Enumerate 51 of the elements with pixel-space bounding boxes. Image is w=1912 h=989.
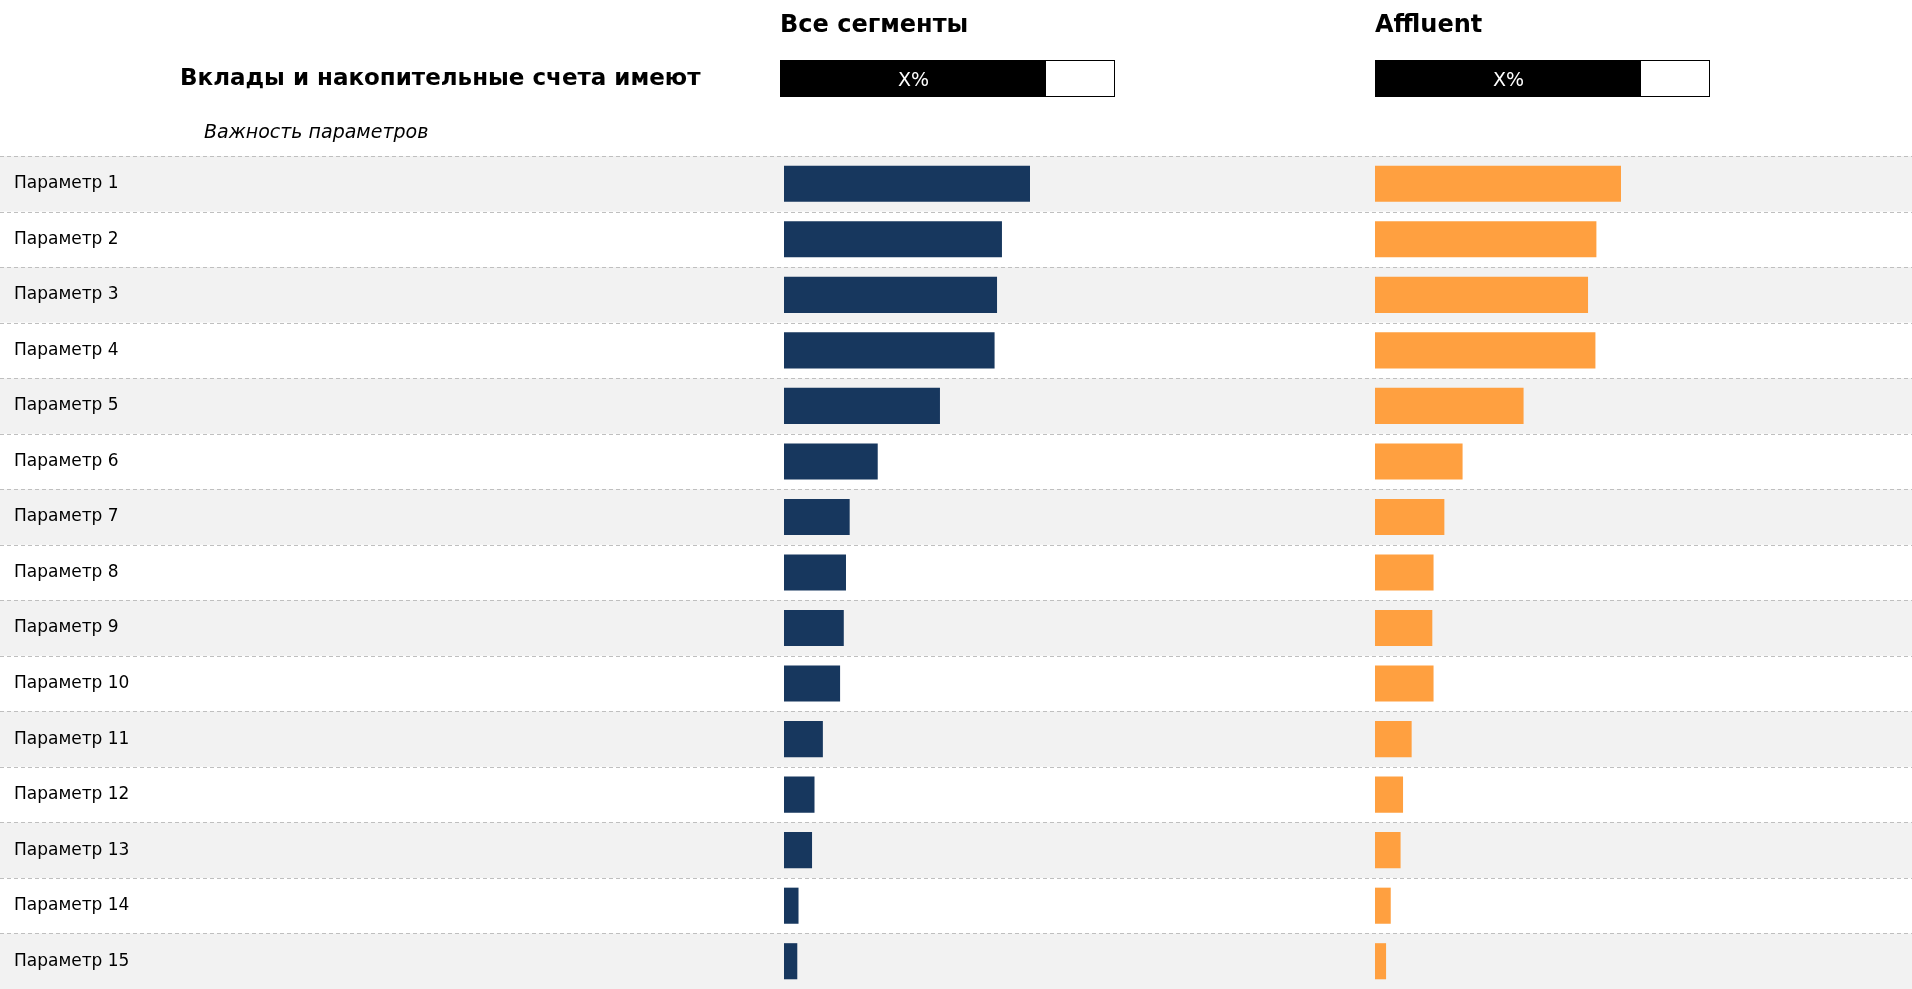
bar <box>784 887 799 924</box>
chart-title: Все сегменты <box>780 10 969 38</box>
y-tick-label: Параметр 2 <box>14 227 119 248</box>
chart-title: Affluent <box>1375 10 1483 38</box>
bar <box>784 276 998 313</box>
bar <box>1375 832 1401 869</box>
text: Вклады и накопительные счета имеют <box>180 64 701 90</box>
y-tick-label: Параметр 3 <box>14 283 119 304</box>
bar <box>784 832 813 869</box>
bar <box>784 665 841 702</box>
bar <box>1375 387 1524 424</box>
bar <box>784 721 823 758</box>
y-tick-label: Параметр 13 <box>14 838 130 859</box>
bar <box>1375 887 1391 924</box>
y-tick-label: Параметр 6 <box>14 449 119 470</box>
bar <box>784 387 940 424</box>
y-tick-label: Параметр 10 <box>14 671 130 692</box>
bar <box>784 609 844 647</box>
y-tick-label: Параметр 15 <box>14 949 130 970</box>
progress-meter: X% <box>780 60 1115 97</box>
bar <box>784 221 1002 258</box>
y-tick-label: Параметр 8 <box>14 560 119 581</box>
bar <box>1375 665 1434 702</box>
y-tick-label: Параметр 1 <box>14 172 119 193</box>
bar <box>1375 165 1621 202</box>
bar <box>784 443 878 480</box>
bar <box>784 776 815 813</box>
text: Важность параметров <box>204 120 429 142</box>
bar <box>1375 276 1589 313</box>
progress-meter: X% <box>1375 60 1710 97</box>
y-tick-label: Параметр 9 <box>14 616 119 637</box>
y-tick-label: Параметр 11 <box>14 727 130 748</box>
bar <box>784 332 995 369</box>
y-tick-label: Параметр 14 <box>14 894 130 915</box>
bar <box>1375 332 1596 369</box>
y-tick-label: Параметр 12 <box>14 783 130 804</box>
bar <box>1375 776 1404 813</box>
bar <box>784 165 1030 202</box>
y-tick-label: Параметр 4 <box>14 338 119 359</box>
bar <box>1375 443 1463 480</box>
y-tick-label: Параметр 5 <box>14 394 119 415</box>
bar <box>1375 554 1434 591</box>
bar <box>784 554 846 591</box>
bar <box>1375 498 1445 536</box>
bar <box>1375 609 1433 647</box>
bar <box>1375 943 1387 980</box>
bar <box>784 943 798 980</box>
bar <box>1375 221 1597 258</box>
bar <box>1375 721 1412 758</box>
y-tick-label: Параметр 7 <box>14 505 119 526</box>
bar <box>784 498 850 536</box>
